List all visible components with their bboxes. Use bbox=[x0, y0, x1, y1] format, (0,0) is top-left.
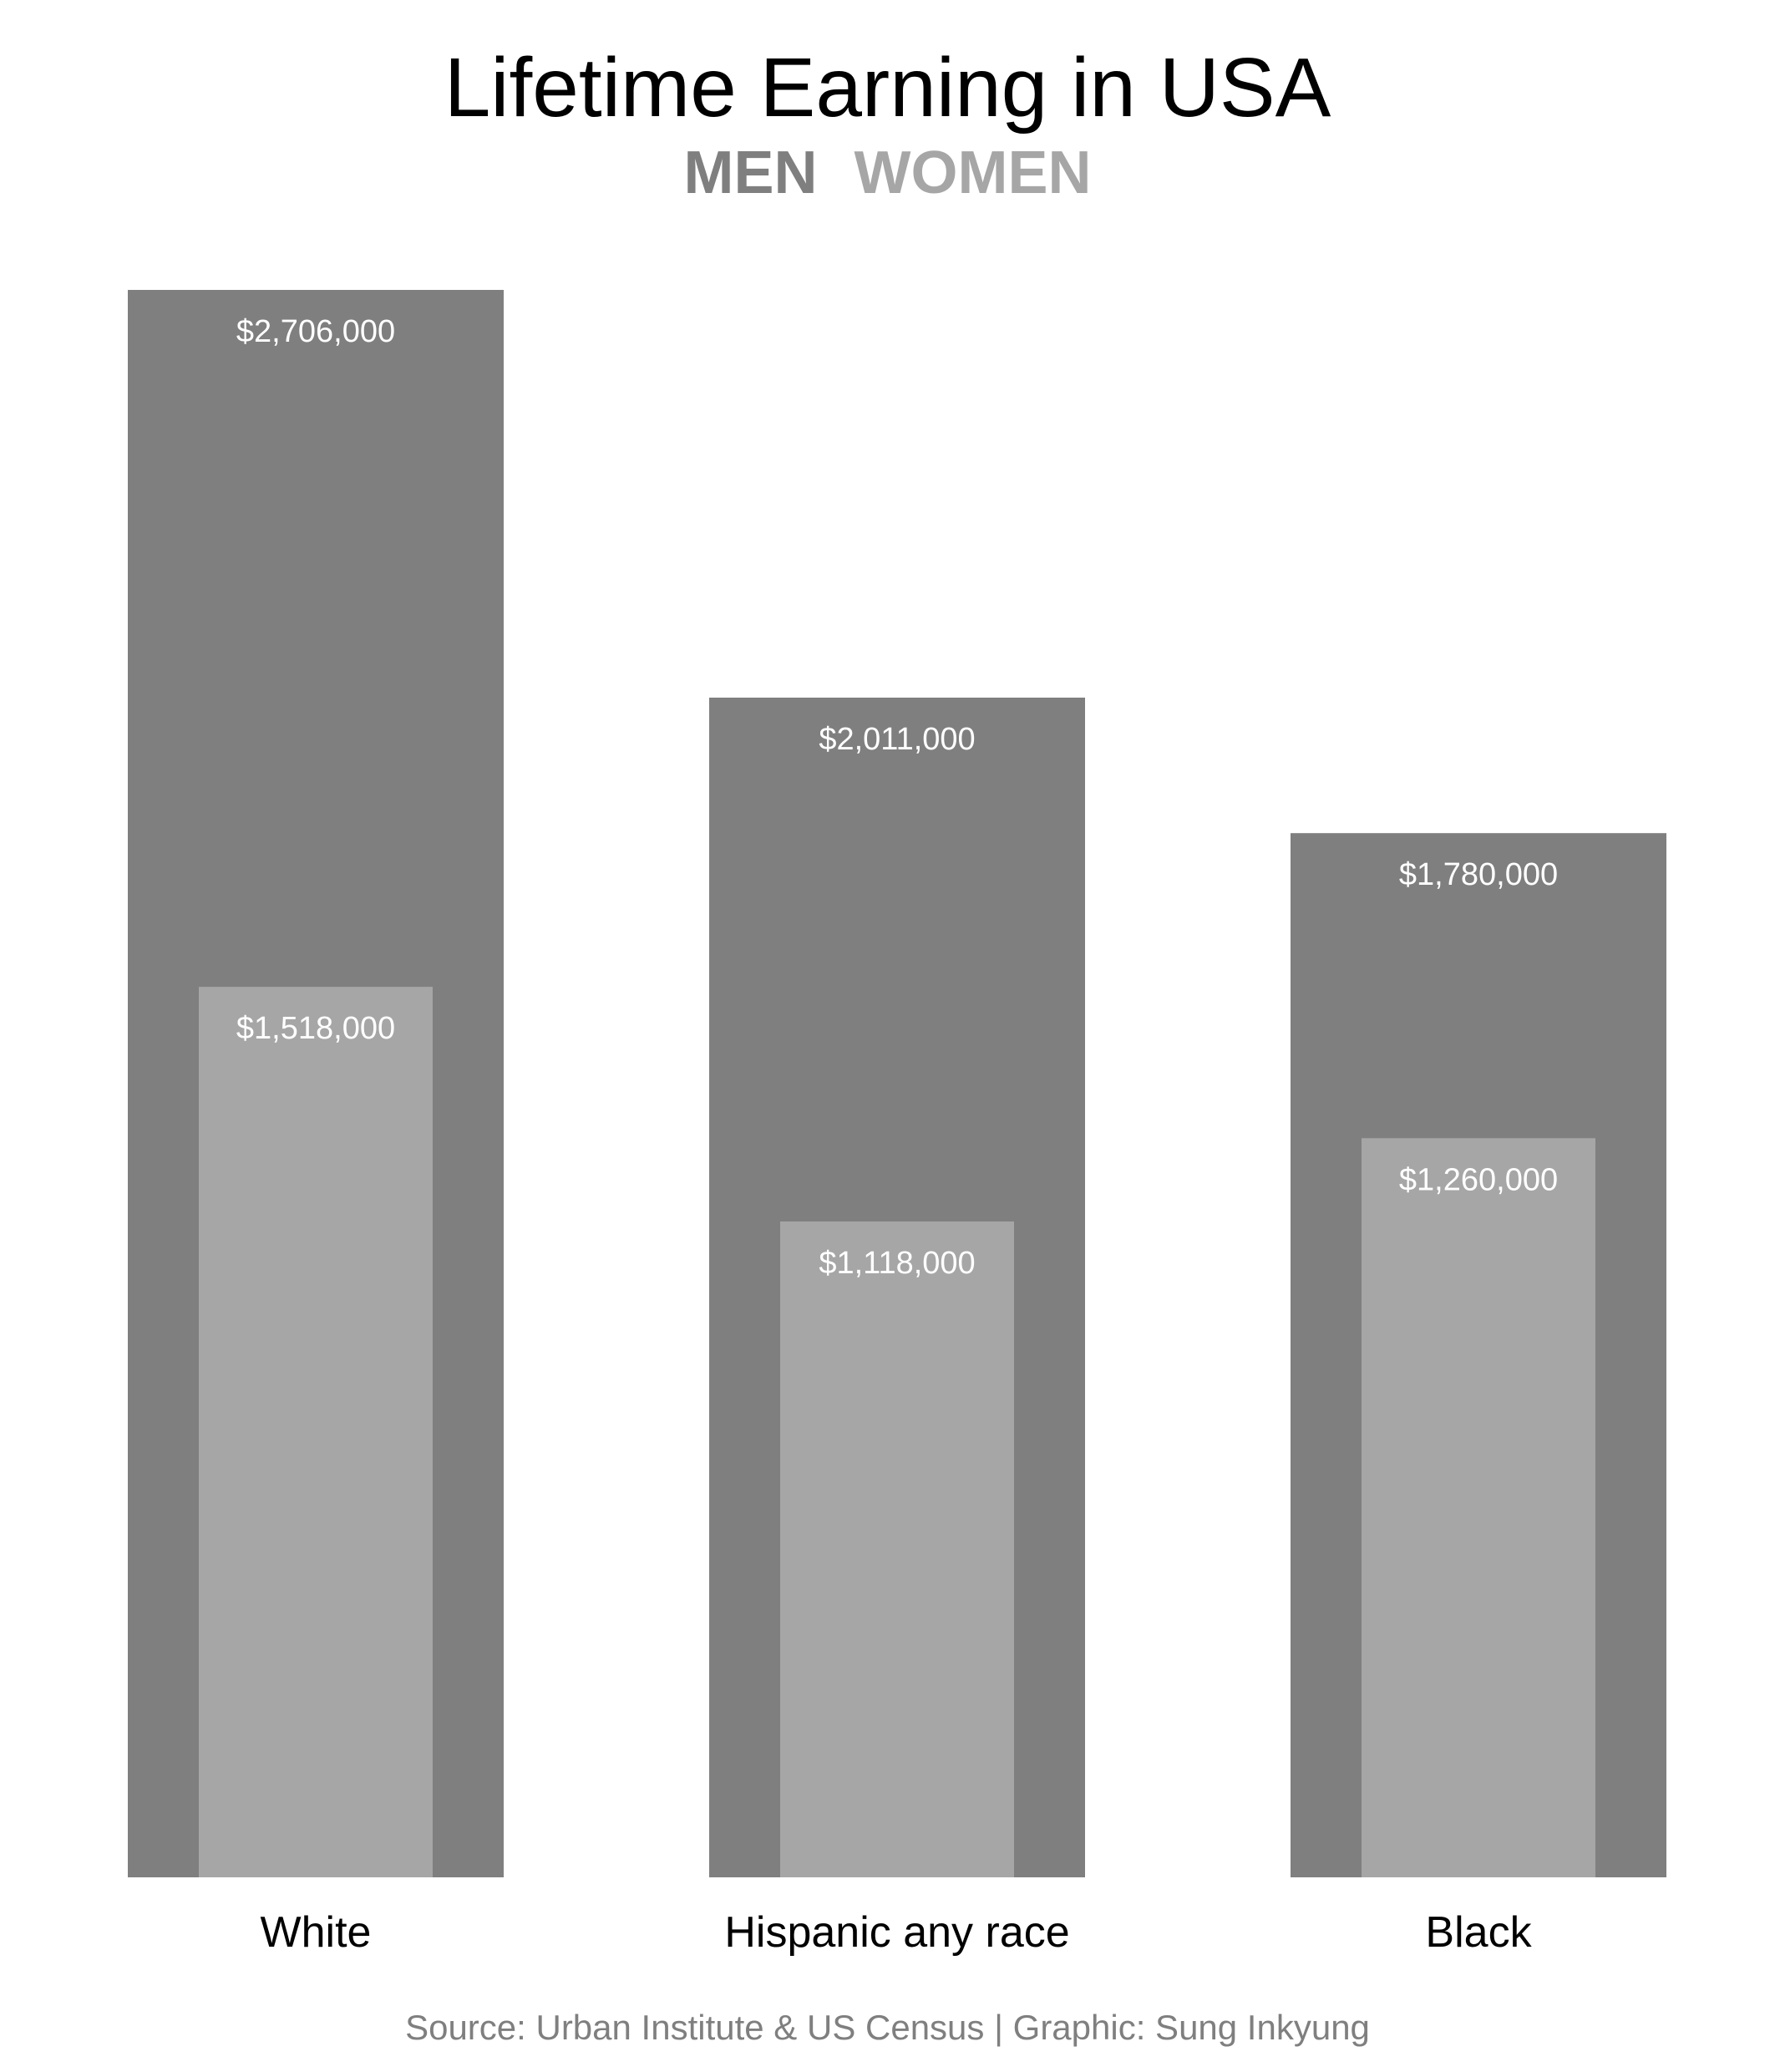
legend-women: WOMEN bbox=[854, 140, 1092, 206]
chart-title: Lifetime Earning in USA bbox=[444, 41, 1331, 135]
men-value-label-white: $2,706,000 bbox=[236, 314, 395, 349]
legend-men: MEN bbox=[683, 140, 818, 206]
women-bars bbox=[199, 987, 1595, 1877]
chart-legend: MEN WOMEN bbox=[0, 138, 1775, 209]
women-bar-black bbox=[1362, 1138, 1595, 1877]
men-value-label-black: $1,780,000 bbox=[1399, 857, 1558, 892]
category-label-black: Black bbox=[1425, 1908, 1532, 1957]
bar-value-labels: $2,706,000 $1,518,000 $2,011,000 $1,118,000… bbox=[236, 314, 1558, 1281]
men-value-label-hispanic-any-race: $2,011,000 bbox=[819, 722, 975, 757]
women-value-label-hispanic-any-race: $1,118,000 bbox=[819, 1246, 975, 1281]
women-value-label-white: $1,518,000 bbox=[236, 1011, 395, 1046]
category-labels: White Hispanic any race Black bbox=[261, 1908, 1533, 1957]
category-label-hispanic-any-race: Hispanic any race bbox=[724, 1908, 1069, 1957]
category-label-white: White bbox=[261, 1908, 372, 1957]
women-bar-hispanic-any-race bbox=[780, 1221, 1014, 1877]
source-note: Source: Urban Institute & US Census | Gr… bbox=[405, 2008, 1370, 2047]
women-bar-white bbox=[199, 987, 433, 1877]
women-value-label-black: $1,260,000 bbox=[1399, 1162, 1558, 1197]
